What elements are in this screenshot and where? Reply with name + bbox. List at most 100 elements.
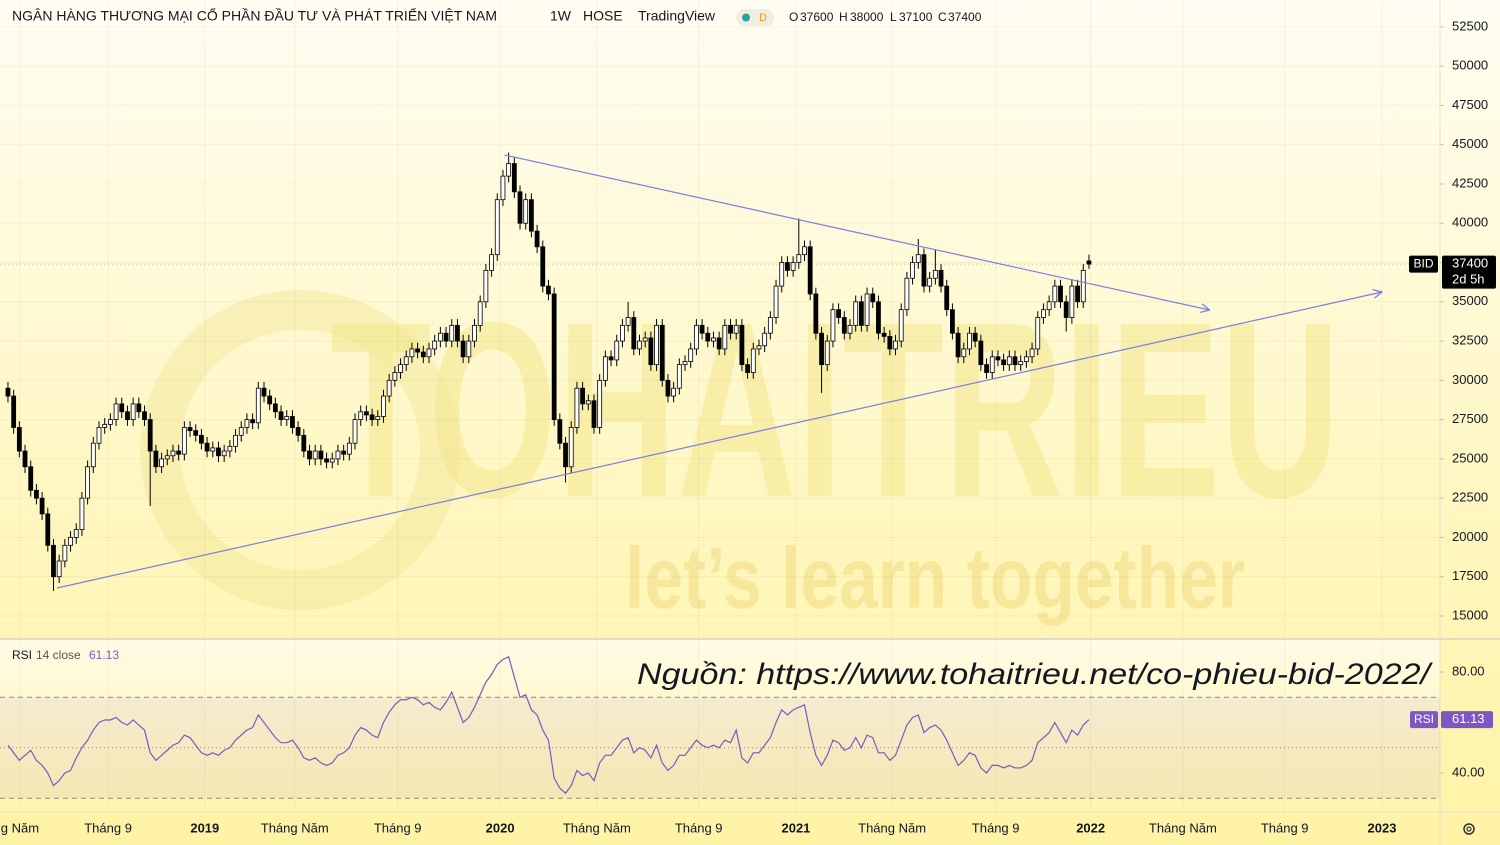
candle-body bbox=[449, 324, 455, 342]
candle-body bbox=[494, 199, 500, 256]
candle-body bbox=[961, 348, 967, 358]
candle-body bbox=[489, 254, 494, 271]
candle-body bbox=[107, 419, 113, 425]
x-tick-label: Tháng 9 bbox=[675, 820, 723, 835]
candle-body bbox=[779, 262, 785, 287]
y-tick-label: 47500 bbox=[1452, 97, 1488, 112]
candle-body bbox=[540, 246, 546, 287]
candle-body bbox=[386, 379, 392, 397]
candle-body bbox=[34, 489, 39, 499]
candle-body bbox=[301, 434, 307, 452]
candle-body bbox=[329, 458, 335, 463]
candle-body bbox=[210, 447, 216, 452]
candle-body bbox=[221, 450, 227, 457]
candle-body bbox=[739, 324, 745, 366]
candle-body bbox=[523, 199, 529, 224]
candle-body bbox=[1080, 269, 1086, 303]
candle-body bbox=[546, 285, 551, 295]
ohlc-value: 37100 bbox=[899, 10, 933, 24]
x-tick-label: Tháng Năm bbox=[1149, 820, 1217, 835]
candle-body bbox=[955, 332, 961, 358]
candle-body bbox=[1063, 301, 1069, 318]
candle-body bbox=[477, 301, 483, 326]
candle-body bbox=[1012, 356, 1018, 366]
candle-body bbox=[244, 419, 250, 428]
candle-body bbox=[16, 427, 22, 452]
candle-body bbox=[893, 340, 898, 350]
candle-body bbox=[534, 230, 540, 248]
candle-body bbox=[381, 395, 386, 417]
candle-body bbox=[568, 427, 574, 468]
candle-body bbox=[96, 427, 102, 444]
labels: g Năm Tháng 9 2019 Tháng Năm Tháng 9 2020 Thán… bbox=[1, 18, 1496, 835]
candle-body bbox=[830, 309, 836, 342]
candle-body bbox=[51, 544, 56, 578]
rsi-tag bbox=[1410, 711, 1438, 729]
candle-body bbox=[648, 337, 654, 366]
x-tick-label: g Năm bbox=[1, 820, 39, 835]
candle-body bbox=[790, 262, 796, 271]
rsi-tag-label: RSI bbox=[1414, 712, 1434, 726]
candle-body bbox=[824, 340, 830, 366]
status-badge-bg bbox=[736, 9, 774, 26]
candle-body bbox=[1052, 285, 1058, 303]
candle-body bbox=[1041, 309, 1046, 318]
x-tick-label: 2020 bbox=[486, 820, 515, 835]
candle-body bbox=[56, 560, 62, 578]
rsi-title: RSI bbox=[12, 648, 32, 662]
settings-icon[interactable] bbox=[1463, 823, 1475, 835]
candle-body bbox=[278, 411, 284, 421]
trendline bbox=[504, 154, 1210, 310]
candle-body bbox=[130, 403, 136, 421]
candle-body bbox=[836, 309, 842, 318]
candle-body bbox=[324, 458, 329, 463]
candle-body bbox=[375, 416, 381, 421]
candle-body bbox=[90, 442, 96, 468]
candle-body bbox=[1069, 285, 1075, 318]
candle-body bbox=[500, 175, 506, 201]
candle-body bbox=[437, 332, 443, 342]
candle-body bbox=[756, 345, 762, 350]
marks bbox=[0, 152, 1440, 795]
interval: 1W bbox=[550, 8, 572, 24]
candle-body bbox=[261, 387, 267, 397]
x-tick-label: 2019 bbox=[190, 820, 219, 835]
candle-body bbox=[984, 364, 989, 373]
candle-body bbox=[409, 348, 415, 358]
ohlc-label: H bbox=[839, 10, 848, 24]
candle-body bbox=[574, 387, 580, 428]
candle-body bbox=[267, 395, 273, 405]
candle-body bbox=[472, 324, 477, 342]
candle-body bbox=[136, 403, 142, 413]
candle-body bbox=[989, 356, 995, 373]
rsi-value-tag bbox=[1441, 711, 1493, 729]
rsi-pane bbox=[0, 640, 1440, 812]
candle-body bbox=[944, 285, 950, 311]
candle-body bbox=[398, 364, 403, 373]
candle-body bbox=[1018, 361, 1024, 366]
candle-body bbox=[176, 450, 182, 455]
candle-body bbox=[802, 246, 807, 256]
candle-body bbox=[227, 445, 233, 452]
y-tick-label: 40000 bbox=[1452, 215, 1488, 230]
candle-body bbox=[170, 450, 176, 457]
candle-body bbox=[528, 199, 534, 232]
ohlc-label: O bbox=[789, 10, 798, 24]
candle-body bbox=[187, 427, 193, 432]
candle-body bbox=[159, 458, 164, 468]
candle-body bbox=[250, 419, 256, 424]
candle-body bbox=[125, 411, 130, 421]
candle-body bbox=[631, 317, 637, 350]
candle-body bbox=[119, 403, 125, 413]
candle-body bbox=[1006, 356, 1012, 366]
price-tag bbox=[1442, 255, 1496, 289]
candle-body bbox=[881, 332, 887, 337]
x-tick-label: Tháng 9 bbox=[374, 820, 422, 835]
candle-body bbox=[62, 544, 68, 562]
candle-body bbox=[79, 497, 85, 530]
y-tick-label: 50000 bbox=[1452, 58, 1488, 73]
candle-body bbox=[773, 285, 779, 318]
candle-body bbox=[819, 332, 824, 366]
candle-body bbox=[460, 340, 466, 358]
